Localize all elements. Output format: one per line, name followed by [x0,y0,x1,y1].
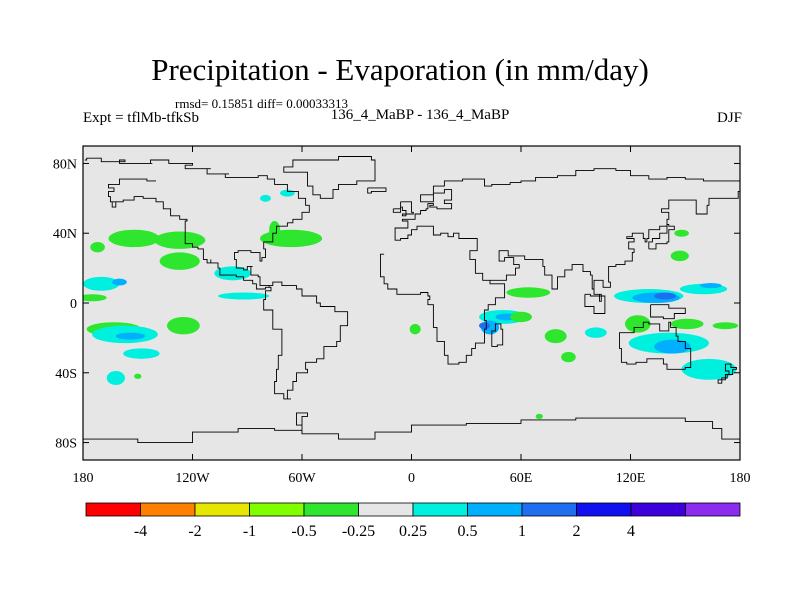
contour-region-24 [506,287,551,298]
contour-region-11 [166,316,200,335]
coastline-12 [650,304,686,320]
coastline-6 [400,201,414,217]
contour-region-14 [218,292,270,300]
colorbar-swatch-8 [521,502,577,517]
colorbar-swatch-0 [85,502,141,517]
coastline-1 [380,168,740,365]
colorbar: -4 -2 -1 -0.5 -0.25 0.25 0.5 1 2 4 [85,502,741,540]
colorbar-label-1: -2 [188,523,201,540]
axis-ticks: 180 120W 60W 0 60E 120E 180 80N 40N 0 40S 80S [53,146,751,486]
contour-region-28 [561,351,576,363]
colorbar-label-8: 2 [573,523,581,540]
contour-region-32 [625,315,651,333]
contour-regions [83,189,739,420]
experiment-label: Expt = tflMb-tfkSb [83,110,199,126]
coastline-7 [392,207,402,213]
contour-region-23 [479,322,490,330]
y-tick-label-1: 40N [53,227,77,242]
y-tick-label-0: 80N [53,157,77,172]
colorbar-swatch-5 [358,502,414,517]
contour-region-40 [670,250,689,262]
y-tick-label-4: 80S [55,437,77,452]
season-label: DJF [716,110,742,126]
colorbar-label-2: -1 [243,523,256,540]
coastline-11 [584,293,606,314]
colorbar-label-5: 0.25 [399,523,427,540]
colorbar-swatch-9 [576,502,632,517]
colorbar-label-0: -4 [134,523,147,540]
coastline-13 [83,412,740,444]
colorbar-swatch-6 [412,502,468,517]
y-tick-label-2: 0 [70,297,77,312]
contour-region-27 [584,327,607,338]
contour-region-31 [654,292,677,300]
coastline-0 [84,157,349,400]
contour-region-1 [83,276,120,291]
contour-region-12 [106,371,125,385]
contour-region-8 [108,229,160,248]
contour-region-17 [260,229,323,248]
colorbar-label-6: 0.5 [458,523,478,540]
contour-region-42 [535,413,543,420]
coastline-3 [619,321,692,370]
stats-text: rmsd= 0.15851 diff= 0.00033313 [175,96,348,111]
contour-region-2 [112,278,127,286]
coastline-5 [283,156,376,199]
x-tick-label-1: 120W [175,471,210,486]
contour-region-26 [544,329,567,344]
colorbar-label-9: 4 [627,523,635,540]
contour-region-25 [510,311,532,323]
x-tick-label-4: 60E [510,471,533,486]
colorbar-swatch-4 [303,502,359,517]
y-tick-label-3: 40S [55,367,77,382]
contour-region-44 [124,234,133,242]
colorbar-swatch-1 [140,502,196,517]
coastline-layer [83,156,740,444]
colorbar-swatch-2 [194,502,250,517]
colorbar-label-7: 1 [518,523,526,540]
contour-region-5 [115,332,146,340]
colorbar-swatch-7 [467,502,523,517]
coastline-9 [648,224,675,250]
colorbar-swatch-3 [249,502,305,517]
x-tick-label-2: 60W [288,471,316,486]
colorbar-swatch-10 [630,502,686,517]
contour-region-39 [712,322,739,330]
contour-region-41 [674,229,689,237]
colorbar-swatch-11 [685,502,741,517]
contour-region-35 [681,358,737,380]
coastline-8 [367,187,387,194]
contour-region-7 [90,241,105,253]
contour-region-19 [409,323,421,335]
contour-region-9 [159,252,200,270]
x-tick-label-6: 180 [730,471,751,486]
model-comparison-label: 136_4_MaBP - 136_4_MaBP [330,107,510,123]
chart-title: Precipitation - Evaporation (in mm/day) [151,52,649,87]
contour-region-16 [260,194,271,202]
contour-region-37 [699,282,722,289]
x-tick-label-0: 180 [73,471,94,486]
contour-region-43 [134,373,142,379]
coastline-2 [490,189,740,302]
contour-region-13 [154,231,206,249]
coastline-10 [491,323,504,348]
x-tick-label-5: 120E [616,471,646,486]
x-tick-label-3: 0 [408,471,415,486]
coastline-4 [717,363,737,384]
contour-region-6 [123,348,160,359]
plot-background [83,146,740,460]
contour-region-34 [654,339,691,354]
colorbar-label-4: -0.25 [342,523,375,540]
contour-region-38 [670,318,704,330]
colorbar-label-3: -0.5 [291,523,316,540]
contour-region-0 [83,294,107,302]
